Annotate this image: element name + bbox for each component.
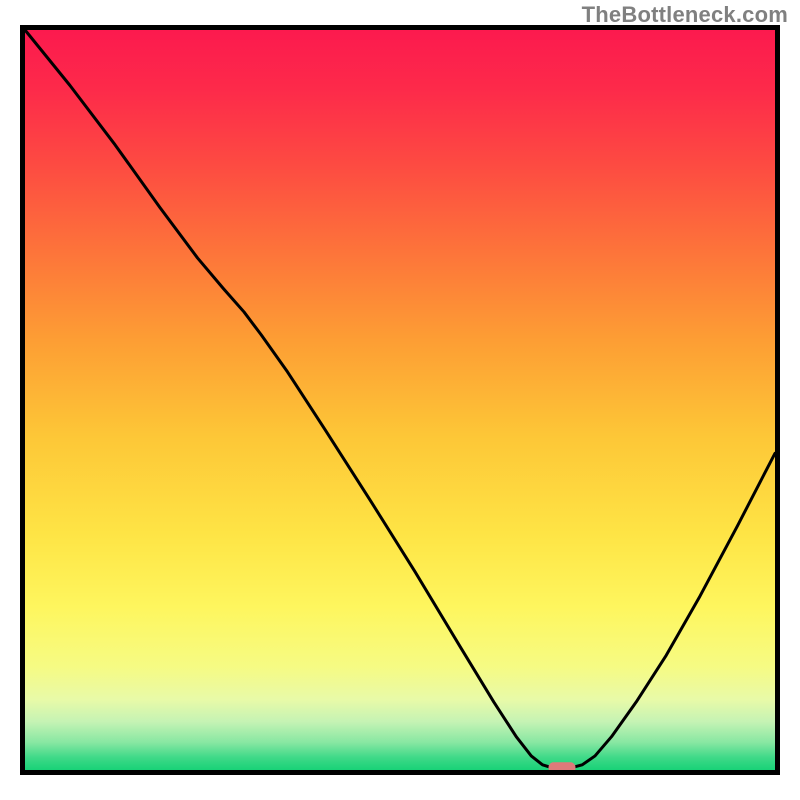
chart-svg-root bbox=[0, 0, 800, 800]
chart-stage: TheBottleneck.com bbox=[0, 0, 800, 800]
watermark-text: TheBottleneck.com bbox=[582, 2, 788, 28]
